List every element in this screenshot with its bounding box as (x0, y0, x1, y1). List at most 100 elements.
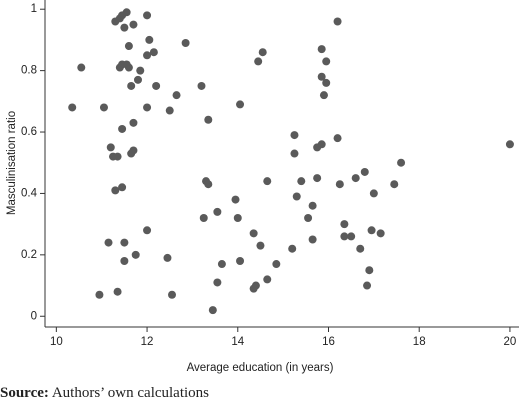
point (181, 38, 190, 47)
point (256, 241, 265, 250)
point (124, 42, 133, 51)
point (505, 140, 514, 149)
point (363, 281, 372, 290)
point (199, 214, 208, 222)
point (143, 51, 152, 60)
point (322, 78, 331, 87)
point (249, 229, 258, 238)
point (251, 281, 260, 290)
point (356, 244, 365, 253)
point (122, 8, 131, 17)
point (322, 57, 331, 66)
point (208, 306, 217, 315)
point (340, 220, 349, 229)
point (335, 180, 344, 189)
point (213, 207, 222, 216)
point (165, 106, 174, 115)
source-label: Source: (0, 385, 49, 401)
y-tick-label: 1 (31, 3, 37, 15)
point (288, 244, 297, 253)
point (236, 100, 245, 109)
point (390, 180, 399, 189)
y-tick-label: 0.4 (21, 187, 38, 199)
point (308, 201, 317, 210)
point (143, 103, 152, 112)
point (236, 256, 245, 265)
point (290, 131, 299, 140)
point (131, 250, 140, 259)
point (317, 140, 326, 149)
point (233, 214, 242, 222)
point (365, 266, 374, 275)
point (143, 11, 152, 20)
point (313, 174, 322, 183)
source-note: Source: Authors’ own calculations (0, 385, 209, 401)
point (272, 260, 281, 269)
point (397, 158, 406, 167)
point (124, 63, 133, 72)
point (347, 232, 356, 241)
y-axis-title: Masculinisation ratio (6, 111, 18, 215)
point (111, 186, 120, 195)
point (68, 103, 77, 112)
x-axis-title: Average education (in years) (187, 362, 334, 374)
point (333, 134, 342, 143)
y-tick-label: 0.8 (21, 65, 37, 77)
point (77, 63, 86, 72)
point (118, 183, 127, 192)
point (254, 57, 263, 66)
point (204, 115, 213, 124)
point (120, 23, 129, 32)
point (197, 81, 206, 90)
point (367, 226, 376, 235)
point (149, 48, 158, 57)
point (129, 146, 138, 155)
point (113, 287, 122, 296)
source-text: Authors’ own calculations (52, 385, 209, 401)
point (292, 192, 301, 201)
x-tick-label: 18 (413, 336, 426, 348)
point (106, 143, 115, 152)
point (118, 124, 127, 133)
point (143, 226, 152, 235)
point (297, 177, 306, 186)
point (152, 81, 161, 90)
point (263, 275, 272, 284)
point (317, 45, 326, 54)
y-tick-label: 0.2 (21, 249, 37, 261)
x-tick-label: 10 (50, 336, 63, 348)
y-tick-label: 0.6 (21, 126, 37, 138)
point (231, 195, 240, 204)
point (113, 152, 122, 161)
point (204, 180, 213, 189)
point (129, 118, 138, 127)
point (351, 174, 360, 183)
point (369, 189, 378, 198)
point (290, 149, 299, 158)
x-tick-label: 12 (141, 336, 154, 348)
point (308, 235, 317, 244)
point (376, 229, 385, 238)
point (120, 256, 129, 265)
point (133, 75, 142, 84)
point (340, 232, 349, 241)
point (99, 103, 108, 112)
x-tick-label: 14 (231, 336, 244, 348)
point (104, 238, 113, 247)
point (304, 214, 313, 222)
point (217, 260, 226, 269)
point (145, 35, 154, 44)
point (127, 81, 136, 90)
point (136, 66, 145, 75)
point (360, 167, 369, 176)
point (172, 91, 181, 100)
point (168, 290, 177, 299)
point (120, 238, 129, 247)
point (263, 177, 272, 186)
point (333, 17, 342, 26)
point (95, 290, 104, 299)
x-tick-label: 20 (504, 336, 517, 348)
x-tick-label: 16 (322, 336, 335, 348)
